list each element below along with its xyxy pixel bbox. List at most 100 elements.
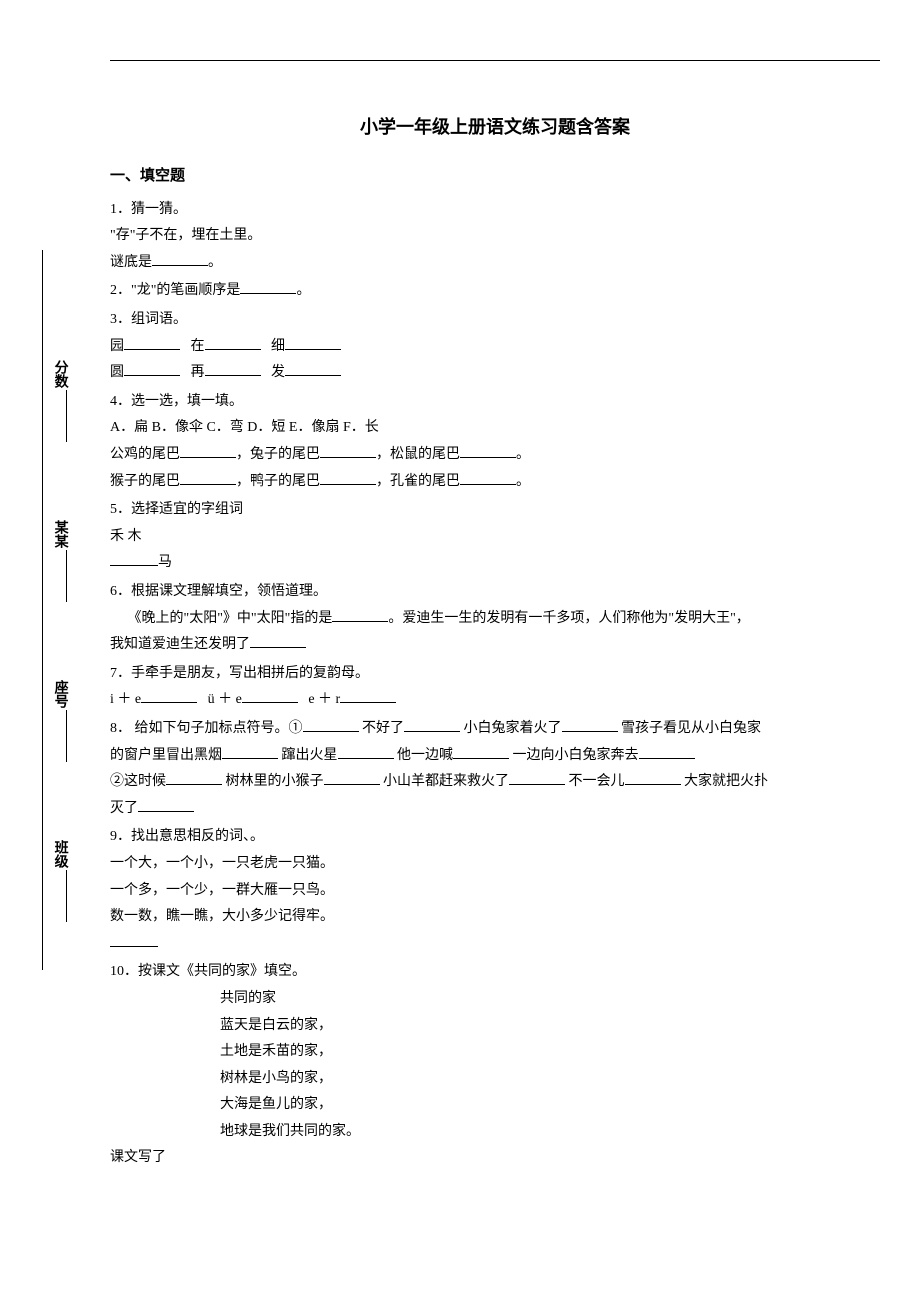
sidebar-name: 某某 <box>46 520 73 602</box>
sidebar-score: 分数 <box>46 360 73 442</box>
q7-line: i ＋ e ü ＋ e e ＋ r <box>110 687 880 714</box>
q8-d: 雪孩子看见从小白兔家 <box>618 721 762 736</box>
q4-l2-c: ，孔雀的尾巴 <box>376 474 460 489</box>
q6-line1: 《晚上的"太阳"》中"太阳"指的是。爱迪生一生的发明有一千多项，人们称他为"发明… <box>110 606 880 633</box>
sidebar-divider <box>42 250 43 970</box>
question-6: 6．根据课文理解填空，领悟道理。 《晚上的"太阳"》中"太阳"指的是。爱迪生一生… <box>110 579 880 659</box>
q3-r1-blank1 <box>124 334 180 350</box>
q10-p5: 大海是鱼儿的家， <box>110 1092 880 1119</box>
q8-l2-blank2 <box>338 743 394 759</box>
q1-line1: "存"子不在，埋在土里。 <box>110 223 880 250</box>
q8-l2-blank3 <box>453 743 509 759</box>
q4-line2: 猴子的尾巴，鸭子的尾巴，孔雀的尾巴。 <box>110 469 880 496</box>
sidebar-score-label: 分数 <box>53 360 68 388</box>
q7-a: i ＋ e <box>110 692 141 707</box>
q10-p4: 树林是小鸟的家， <box>110 1066 880 1093</box>
sidebar-name-blank <box>53 550 67 602</box>
question-9: 9．找出意思相反的词、。 一个大，一个小，一只老虎一只猫。 一个多，一个少，一群… <box>110 824 880 957</box>
question-2: 2．"龙"的笔画顺序是。 <box>110 278 880 305</box>
sidebar-class-label: 班级 <box>53 840 68 868</box>
q8-l2-a: 的窗户里冒出黑烟 <box>110 748 222 763</box>
q1-line2-a: 谜底是 <box>110 255 152 270</box>
q6-blank1 <box>332 606 388 622</box>
q7-prefix: 7．手牵手是朋友，写出相拼后的复韵母。 <box>110 661 880 688</box>
q3-r2-a: 圆 <box>110 365 124 380</box>
q10-p1: 共同的家 <box>110 986 880 1013</box>
q8-l2-c: 他一边喊 <box>394 748 454 763</box>
question-5: 5．选择适宜的字组词 禾 木 马 <box>110 497 880 577</box>
q3-row1: 园 在 细 <box>110 334 880 361</box>
q8-l4-a: 灭了 <box>110 801 138 816</box>
sidebar-score-blank <box>53 390 67 442</box>
page-container: 班级 座号 某某 分数 小学一年级上册语文练习题含答案 一、填空题 1．猜一猜。… <box>0 0 920 1302</box>
q3-prefix: 3．组词语。 <box>110 307 880 334</box>
q8-l3-c: 小山羊都赶来救火了 <box>380 774 510 789</box>
q5-line1: 禾 木 <box>110 524 880 551</box>
q3-r1-blank2 <box>205 334 261 350</box>
q7-b: ü ＋ e <box>208 692 242 707</box>
q6-prefix: 6．根据课文理解填空，领悟道理。 <box>110 579 880 606</box>
q7-blank2 <box>242 687 298 703</box>
sidebar-class-blank <box>53 870 67 922</box>
q10-p3: 土地是禾苗的家， <box>110 1039 880 1066</box>
q2-b: 。 <box>296 283 310 298</box>
q5-blank <box>110 550 158 566</box>
q8-l3-blank3 <box>509 769 565 785</box>
q8-line2: 的窗户里冒出黑烟 蹿出火星 他一边喊 一边向小白兔家奔去 <box>110 743 880 770</box>
sidebar-class: 班级 <box>46 840 73 922</box>
q6-l2-a: 我知道爱迪生还发明了 <box>110 637 250 652</box>
q8-c: 小白兔家着火了 <box>460 721 562 736</box>
q8-line3: ②这时候 树林里的小猴子 小山羊都赶来救火了 不一会儿 大家就把火扑 <box>110 769 880 796</box>
top-border-line <box>110 60 880 61</box>
q4-l1-blank1 <box>180 442 236 458</box>
q4-l1-d: 。 <box>516 447 530 462</box>
q8-l2-b: 蹿出火星 <box>278 748 338 763</box>
q8-line4: 灭了 <box>110 796 880 823</box>
q10-p6: 地球是我们共同的家。 <box>110 1119 880 1146</box>
q3-r1-c: 细 <box>271 339 285 354</box>
q9-line3: 数一数，瞧一瞧，大小多少记得牢。 <box>110 904 880 931</box>
q8-l3-b: 树林里的小猴子 <box>222 774 324 789</box>
q3-r2-blank3 <box>285 360 341 376</box>
q4-options: A．扁 B．像伞 C．弯 D．短 E．像扇 F．长 <box>110 415 880 442</box>
q1-blank <box>152 250 208 266</box>
q8-line1: 8． 给如下句子加标点符号。① 不好了 小白兔家着火了 雪孩子看见从小白兔家 <box>110 716 880 743</box>
q4-l2-b: ，鸭子的尾巴 <box>236 474 320 489</box>
q1-line2: 谜底是。 <box>110 250 880 277</box>
question-4: 4．选一选，填一填。 A．扁 B．像伞 C．弯 D．短 E．像扇 F．长 公鸡的… <box>110 389 880 495</box>
q2-blank <box>240 278 296 294</box>
q8-l3-e: 大家就把火扑 <box>681 774 769 789</box>
q9-prefix: 9．找出意思相反的词、。 <box>110 824 880 851</box>
q8-l3-blank1 <box>166 769 222 785</box>
q7-blank1 <box>141 687 197 703</box>
q7-blank3 <box>340 687 396 703</box>
q3-r2-blank1 <box>124 360 180 376</box>
q3-r2-blank2 <box>205 360 261 376</box>
q5-prefix: 5．选择适宜的字组词 <box>110 497 880 524</box>
question-3: 3．组词语。 园 在 细 圆 再 发 <box>110 307 880 387</box>
q9-line2: 一个多，一个少，一群大雁一只鸟。 <box>110 878 880 905</box>
q1-prefix: 1．猜一猜。 <box>110 197 880 224</box>
question-1: 1．猜一猜。 "存"子不在，埋在土里。 谜底是。 <box>110 197 880 277</box>
q4-prefix: 4．选一选，填一填。 <box>110 389 880 416</box>
q3-r1-a: 园 <box>110 339 124 354</box>
q3-row2: 圆 再 发 <box>110 360 880 387</box>
q3-r2-b: 再 <box>191 365 205 380</box>
q9-blank-line <box>110 931 880 958</box>
q4-line1: 公鸡的尾巴，兔子的尾巴，松鼠的尾巴。 <box>110 442 880 469</box>
q8-blank2 <box>404 716 460 732</box>
sidebar: 班级 座号 某某 分数 <box>42 250 68 970</box>
question-10: 10．按课文《共同的家》填空。 共同的家 蓝天是白云的家， 土地是禾苗的家， 树… <box>110 959 880 1172</box>
q4-l1-blank2 <box>320 442 376 458</box>
question-7: 7．手牵手是朋友，写出相拼后的复韵母。 i ＋ e ü ＋ e e ＋ r <box>110 661 880 714</box>
q8-l3-blank4 <box>625 769 681 785</box>
document-title: 小学一年级上册语文练习题含答案 <box>110 110 880 144</box>
q8-l4-blank <box>138 796 194 812</box>
q5-line2: 马 <box>110 550 880 577</box>
q8-a: 8． 给如下句子加标点符号。① <box>110 721 303 736</box>
q8-blank3 <box>562 716 618 732</box>
q10-prefix: 10．按课文《共同的家》填空。 <box>110 959 880 986</box>
q10-end: 课文写了 <box>110 1145 880 1172</box>
q10-p2: 蓝天是白云的家， <box>110 1013 880 1040</box>
q4-l2-d: 。 <box>516 474 530 489</box>
